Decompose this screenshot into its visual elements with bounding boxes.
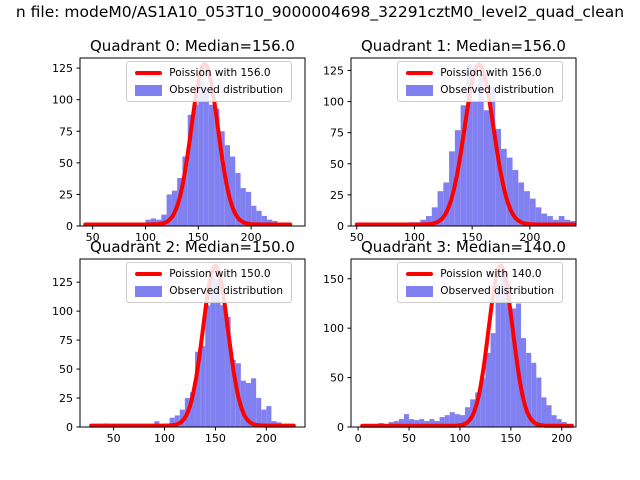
svg-text:100: 100: [154, 432, 175, 445]
legend-patch-swatch: [135, 285, 163, 297]
legend-label-observed: Observed distribution: [169, 84, 283, 96]
subplot-quadrant-1: Quadrant 1: Median=156.0 50 100 150 200 0 25 5…: [323, 37, 577, 244]
svg-text:150: 150: [500, 432, 521, 445]
legend-label-poisson: Poission with 156.0: [169, 67, 271, 79]
svg-text:0: 0: [66, 220, 73, 233]
svg-text:25: 25: [59, 188, 73, 201]
svg-text:200: 200: [551, 432, 572, 445]
svg-text:25: 25: [330, 189, 344, 202]
legend: Poission with 150.0 Observed distributio…: [126, 262, 292, 303]
svg-text:50: 50: [107, 432, 121, 445]
legend-row-observed: Observed distribution: [406, 285, 554, 297]
legend-label-poisson: Poission with 140.0: [440, 268, 542, 280]
legend-line-swatch: [135, 71, 163, 75]
legend-patch-swatch: [135, 84, 163, 96]
svg-text:100: 100: [323, 322, 344, 335]
svg-text:50: 50: [350, 231, 364, 244]
svg-text:0: 0: [66, 421, 73, 434]
svg-text:75: 75: [59, 334, 73, 347]
svg-text:50: 50: [402, 432, 416, 445]
legend-row-poisson: Poission with 156.0: [406, 67, 554, 79]
subplot-title: Quadrant 3: Median=140.0: [361, 238, 566, 256]
legend-row-poisson: Poission with 150.0: [135, 268, 283, 280]
svg-text:100: 100: [404, 231, 425, 244]
legend-label-observed: Observed distribution: [440, 84, 554, 96]
subplot-quadrant-2: Quadrant 2: Median=150.0 50 100 150 200 0 25 5…: [52, 238, 306, 445]
svg-text:100: 100: [52, 305, 73, 318]
subplot-quadrant-0: Quadrant 0: Median=156.0 50 100 150 200 0 25 5…: [52, 37, 306, 244]
legend: Poission with 140.0 Observed distributio…: [397, 262, 563, 303]
legend-row-observed: Observed distribution: [135, 84, 283, 96]
svg-text:200: 200: [519, 231, 540, 244]
svg-text:125: 125: [323, 64, 344, 77]
svg-text:75: 75: [330, 127, 344, 140]
subplot-quadrant-3: Quadrant 3: Median=140.0 0 50 100 150 200 0 50…: [323, 238, 577, 445]
svg-text:125: 125: [52, 276, 73, 289]
svg-text:150: 150: [323, 273, 344, 286]
svg-text:100: 100: [135, 231, 156, 244]
svg-text:50: 50: [59, 157, 73, 170]
svg-text:150: 150: [205, 432, 226, 445]
subplot-title: Quadrant 0: Median=156.0: [90, 37, 295, 55]
svg-text:200: 200: [256, 432, 277, 445]
legend-row-observed: Observed distribution: [406, 84, 554, 96]
legend-label-poisson: Poission with 156.0: [440, 67, 542, 79]
figure-title: n file: modeM0/AS1A10_053T10_9000004698_…: [15, 3, 625, 21]
legend-line-swatch: [406, 71, 434, 75]
legend-patch-swatch: [406, 84, 434, 96]
plot-area: 50 100 150 200 0 25 50 75 100 125: [52, 258, 306, 445]
plot-area: 50 100 150 200 0 25 50 75 100 125: [52, 57, 306, 244]
legend-label-observed: Observed distribution: [440, 285, 554, 297]
legend-row-observed: Observed distribution: [135, 285, 283, 297]
svg-text:100: 100: [449, 432, 470, 445]
svg-text:75: 75: [59, 125, 73, 138]
svg-text:200: 200: [241, 231, 262, 244]
svg-text:50: 50: [86, 231, 100, 244]
subplot-title: Quadrant 1: Median=156.0: [361, 37, 566, 55]
legend-label-poisson: Poission with 150.0: [169, 268, 271, 280]
svg-text:125: 125: [52, 62, 73, 75]
svg-text:0: 0: [337, 421, 344, 434]
legend-line-swatch: [406, 272, 434, 276]
plot-area: 50 100 150 200 0 25 50 75 100 125: [323, 57, 577, 244]
subplot-title: Quadrant 2: Median=150.0: [90, 238, 295, 256]
legend: Poission with 156.0 Observed distributio…: [126, 61, 292, 102]
svg-text:50: 50: [59, 363, 73, 376]
svg-text:0: 0: [355, 432, 362, 445]
svg-text:150: 150: [188, 231, 209, 244]
svg-text:50: 50: [330, 158, 344, 171]
svg-text:150: 150: [462, 231, 483, 244]
svg-text:25: 25: [59, 392, 73, 405]
legend-row-poisson: Poission with 156.0: [135, 67, 283, 79]
svg-text:100: 100: [52, 94, 73, 107]
legend-line-swatch: [135, 272, 163, 276]
svg-text:50: 50: [330, 372, 344, 385]
plot-area: 0 50 100 150 200 0 50 100 150: [323, 258, 577, 445]
legend-patch-swatch: [406, 285, 434, 297]
svg-text:100: 100: [323, 96, 344, 109]
legend: Poission with 156.0 Observed distributio…: [397, 61, 563, 102]
legend-label-observed: Observed distribution: [169, 285, 283, 297]
svg-text:0: 0: [337, 220, 344, 233]
legend-row-poisson: Poission with 140.0: [406, 268, 554, 280]
